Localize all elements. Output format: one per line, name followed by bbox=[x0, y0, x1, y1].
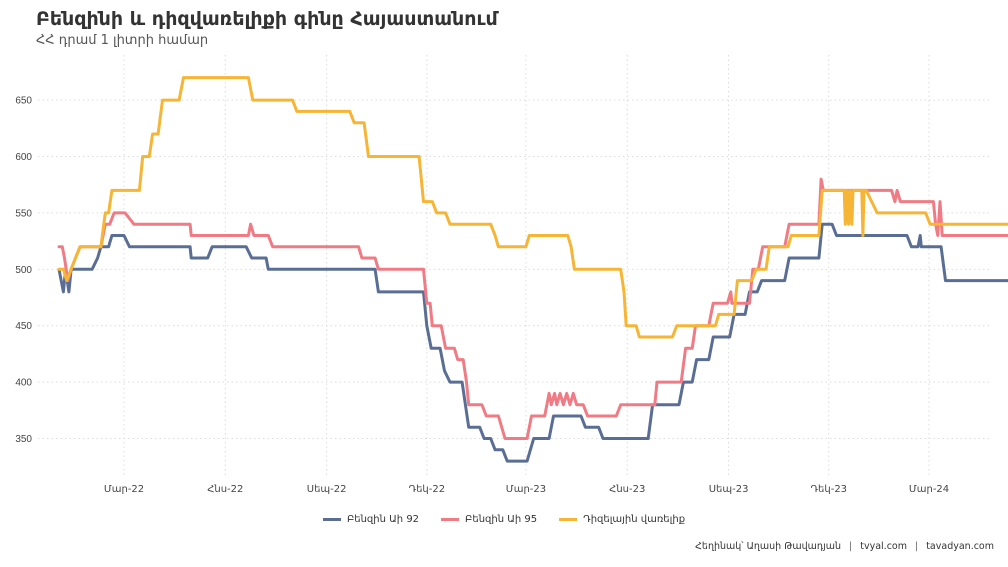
legend-label-ai95: Բենզին Աի 95 bbox=[465, 514, 538, 525]
caption-separator: | bbox=[915, 541, 919, 552]
x-tick-label: Դեկ-22 bbox=[409, 484, 446, 495]
y-tick-label: 350 bbox=[15, 434, 32, 445]
y-tick-label: 400 bbox=[15, 378, 32, 389]
y-axis: 350 400 450 500 550 600 650 bbox=[15, 96, 32, 445]
series-line-ai95 bbox=[57, 177, 1008, 440]
series-line-ai92 bbox=[57, 222, 1008, 463]
legend-swatch-diesel bbox=[559, 518, 578, 521]
legend-label-ai92: Բենզին Աի 92 bbox=[346, 514, 420, 525]
chart-title: Բենզինի և դիզվառելիքի գինը Հայաստանում bbox=[36, 8, 498, 30]
caption: Հեղինակ՝ Աղասի Թավադյան | tvyal.com | tavady… bbox=[695, 541, 994, 552]
x-tick-label: Մար-24 bbox=[909, 484, 949, 495]
series-lines bbox=[57, 76, 1008, 463]
chart-subtitle: ՀՀ դրամ 1 լիտրի համար bbox=[36, 33, 209, 48]
x-tick-label: Հնս-22 bbox=[207, 484, 243, 495]
grid bbox=[38, 55, 992, 478]
x-tick-label: Սեպ-22 bbox=[307, 484, 347, 495]
x-tick-label: Մար-22 bbox=[104, 484, 144, 495]
x-tick-label: Մար-23 bbox=[506, 484, 546, 495]
legend-label-diesel: Դիզելային վառելիք bbox=[583, 514, 686, 525]
y-tick-label: 450 bbox=[15, 321, 32, 332]
caption-site-2: tavadyan.com bbox=[926, 541, 994, 552]
x-axis: Մար-22 Հնս-22 Սեպ-22 Դեկ-22 Մար-23 Հնս-23 Սեպ-… bbox=[104, 484, 949, 495]
y-tick-label: 500 bbox=[15, 265, 32, 276]
legend-item-ai92: Բենզին Աի 92 bbox=[322, 514, 420, 525]
y-tick-label: 550 bbox=[15, 208, 32, 219]
caption-author: Հեղինակ՝ Աղասի Թավադյան bbox=[695, 541, 842, 552]
caption-separator: | bbox=[849, 541, 853, 552]
caption-site-1: tvyal.com bbox=[860, 541, 907, 552]
y-tick-label: 650 bbox=[15, 96, 32, 107]
legend: Բենզին Աի 92 Բենզին Աի 95 Դիզելային վառե… bbox=[0, 514, 1008, 525]
x-tick-label: Դեկ-23 bbox=[811, 484, 848, 495]
legend-item-diesel: Դիզելային վառելիք bbox=[559, 514, 685, 525]
x-tick-label: Սեպ-23 bbox=[709, 484, 749, 495]
y-tick-label: 600 bbox=[15, 152, 32, 163]
legend-swatch-ai92 bbox=[322, 518, 341, 521]
series-line-diesel bbox=[57, 76, 1008, 339]
x-tick-label: Հնս-23 bbox=[609, 484, 645, 495]
legend-item-ai95: Բենզին Աի 95 bbox=[441, 514, 537, 525]
legend-swatch-ai95 bbox=[441, 518, 460, 521]
